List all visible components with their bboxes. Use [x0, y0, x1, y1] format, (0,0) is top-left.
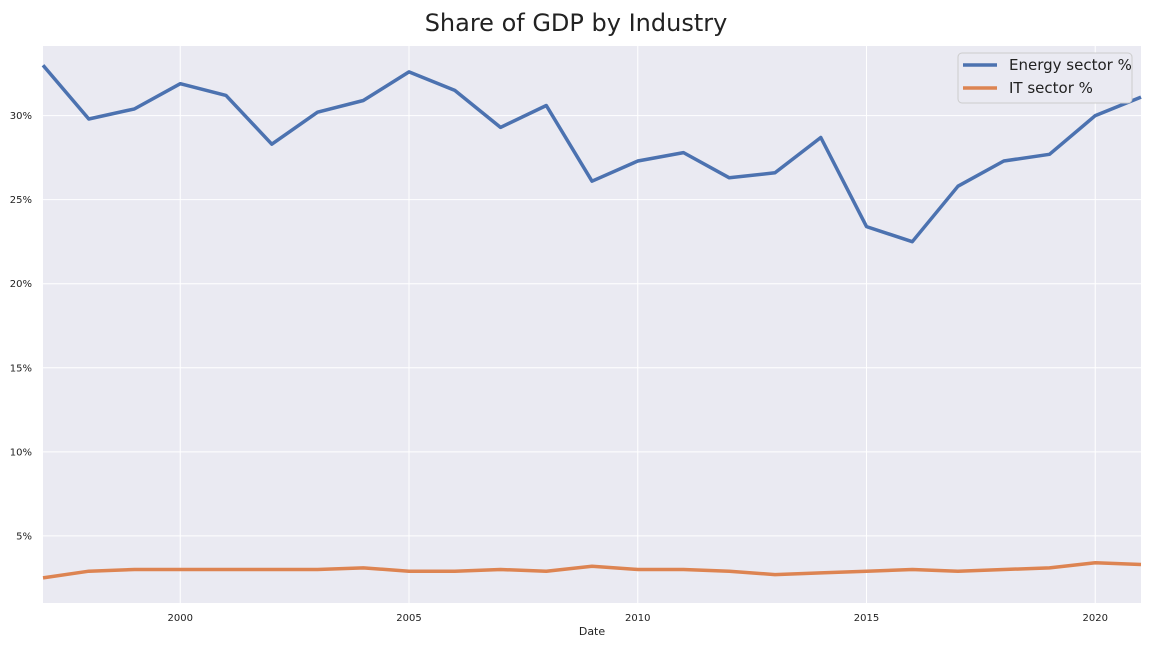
chart-title: Share of GDP by Industry — [425, 9, 728, 37]
x-gridlines — [179, 46, 1096, 603]
y-tick-label: 25% — [10, 195, 32, 206]
legend-label: Energy sector % — [1009, 56, 1132, 74]
y-axis-ticks: 5% 10% 15% 20% 25% 30% — [10, 111, 32, 542]
y-tick-label: 10% — [10, 447, 32, 458]
x-tick-label: 2000 — [168, 613, 193, 624]
y-gridlines — [43, 115, 1141, 537]
y-tick-label: 15% — [10, 363, 32, 374]
plot-area — [43, 46, 1141, 603]
y-tick-label: 5% — [16, 531, 32, 542]
legend: Energy sector % IT sector % — [957, 52, 1133, 104]
x-axis-label: Date — [579, 625, 606, 638]
x-tick-label: 2010 — [625, 613, 650, 624]
y-tick-label: 20% — [10, 279, 32, 290]
legend-label: IT sector % — [1009, 79, 1093, 97]
x-tick-label: 2005 — [396, 613, 421, 624]
legend-box — [957, 52, 1133, 104]
series-line-2 — [42, 561, 1142, 580]
y-tick-label: 30% — [10, 111, 32, 122]
series-layer — [41, 64, 1142, 580]
x-axis-ticks: 2000 2005 2010 2015 2020 — [168, 613, 1108, 624]
x-tick-label: 2020 — [1083, 613, 1108, 624]
x-tick-label: 2015 — [854, 613, 879, 624]
series-line-1 — [41, 64, 1142, 244]
